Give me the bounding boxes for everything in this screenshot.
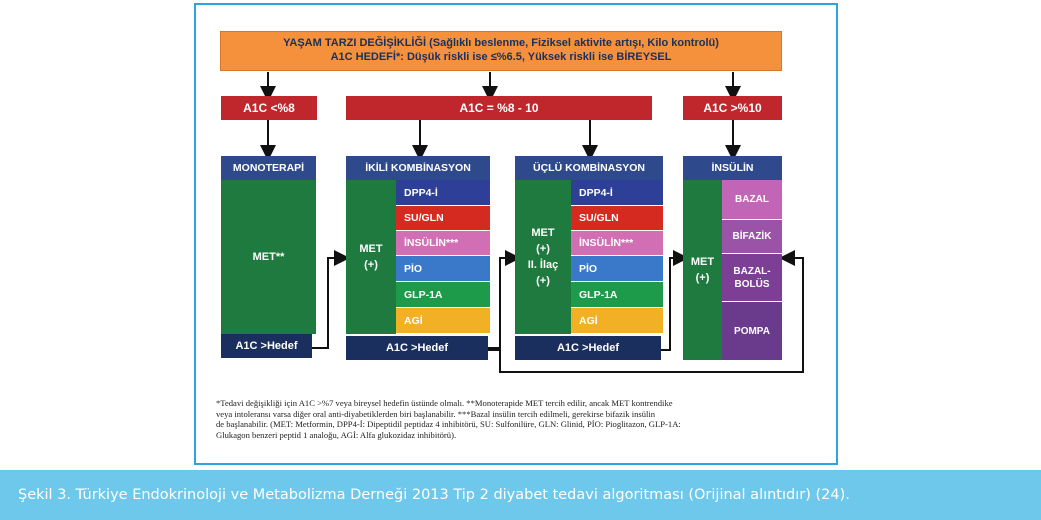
dual-header: İKİLİ KOMBİNASYON xyxy=(346,156,490,180)
lifestyle-line-2: A1C HEDEFİ*: Düşük riskli ise ≤%6.5, Yük… xyxy=(330,51,672,63)
range-mid-bar: A1C = %8 - 10 xyxy=(346,96,652,120)
triple-item-insulin: İNSÜLİN*** xyxy=(571,231,663,256)
triple-second-drug: II. İlaç xyxy=(527,259,559,271)
insulin-item-bazal: BAZAL xyxy=(722,180,782,220)
dual-item-glp: GLP-1A xyxy=(396,282,490,308)
monotherapy-met: MET** xyxy=(252,251,285,263)
dual-item-dpp4: DPP4-İ xyxy=(396,180,490,206)
triple-item-pio: PİO xyxy=(571,256,663,282)
dual-met: MET xyxy=(359,243,383,255)
lifestyle-line-1: YAŞAM TARZI DEĞİŞİKLİĞİ (Sağlıklı beslen… xyxy=(283,37,719,49)
range-low-bar: A1C <%8 xyxy=(221,96,317,120)
triple-item-agi: AGİ xyxy=(571,308,663,334)
insulin-body: MET (+) xyxy=(683,180,722,360)
triple-body: MET (+) II. İlaç (+) xyxy=(515,180,571,334)
triple-item-glp: GLP-1A xyxy=(571,282,663,308)
triple-plus-2: (+) xyxy=(536,275,550,287)
monotherapy-body: MET** xyxy=(221,180,316,334)
range-high-bar: A1C >%10 xyxy=(683,96,782,120)
insulin-bazal-bolus-line-2: BOLÜS xyxy=(734,278,770,290)
dual-item-pio: PİO xyxy=(396,256,490,282)
monotherapy-header: MONOTERAPİ xyxy=(221,156,316,180)
lifestyle-box: YAŞAM TARZI DEĞİŞİKLİĞİ (Sağlıklı beslen… xyxy=(220,31,782,71)
footnote: *Tedavi değişikliği için A1C >%7 veya bi… xyxy=(216,398,816,440)
triple-met: MET xyxy=(531,227,555,239)
dual-item-su: SU/GLN xyxy=(396,206,490,231)
dual-plus: (+) xyxy=(364,259,378,271)
monotherapy-footer: A1C >Hedef xyxy=(221,334,312,358)
insulin-item-bifazik: BİFAZİK xyxy=(722,220,782,254)
insulin-item-bazal-bolus: BAZAL- BOLÜS xyxy=(722,254,782,302)
triple-item-dpp4: DPP4-İ xyxy=(571,180,663,206)
insulin-plus: (+) xyxy=(695,272,710,284)
dual-footer: A1C >Hedef xyxy=(346,336,488,360)
footnote-line-1: *Tedavi değişikliği için A1C >%7 veya bi… xyxy=(216,398,673,408)
footnote-line-4: Glukagon benzeri peptid 1 analoğu, AGİ: … xyxy=(216,429,457,440)
insulin-bazal-bolus-line-1: BAZAL- xyxy=(733,265,771,277)
footnote-line-3: de başlanabilir. (MET: Metformin, DPP4-İ… xyxy=(216,419,681,430)
flow-connectors xyxy=(260,72,804,373)
figure-caption: Şekil 3. Türkiye Endokrinoloji ve Metabo… xyxy=(0,470,1041,520)
insulin-item-pompa: POMPA xyxy=(722,302,782,360)
dual-item-insulin: İNSÜLİN*** xyxy=(396,231,490,256)
triple-plus-1: (+) xyxy=(536,243,550,255)
footnote-line-2: veya intoleransı varsa diğer oral anti-d… xyxy=(216,408,656,419)
dual-body: MET (+) xyxy=(346,180,396,334)
dual-item-agi: AGİ xyxy=(396,308,490,334)
insulin-header: İNSÜLİN xyxy=(683,156,782,180)
triple-header: ÜÇLÜ KOMBİNASYON xyxy=(515,156,663,180)
triple-footer: A1C >Hedef xyxy=(515,336,661,360)
triple-item-su: SU/GLN xyxy=(571,206,663,231)
insulin-met: MET xyxy=(690,256,715,268)
